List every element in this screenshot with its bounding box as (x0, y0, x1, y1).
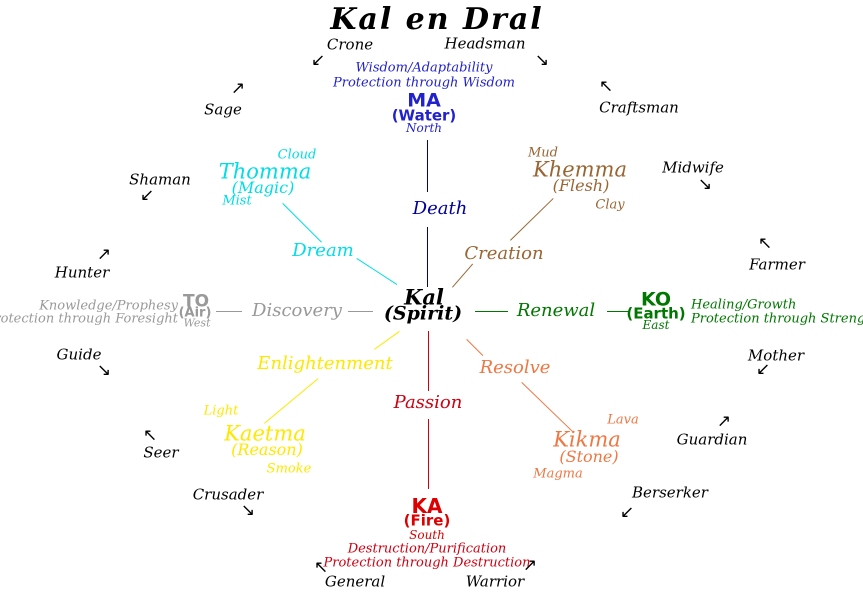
southeast-line-inner (466, 339, 484, 356)
page-title: Kal en Dral (330, 2, 544, 37)
south-protection: Protection through Destruction (323, 555, 531, 571)
profession-guardian: Guardian (676, 430, 748, 449)
south-element-type: (Fire) (403, 511, 451, 530)
northeast-lower-satellite: Clay (595, 197, 625, 213)
southeast-name: Kikma (553, 427, 621, 452)
northwest-name: Thomma (218, 159, 312, 184)
southwest-name: Kaetma (224, 421, 306, 446)
south-axis-line-upper (428, 331, 429, 391)
southwest-lower-satellite: Smoke (266, 461, 312, 477)
arrow-up-right-icon: ↗ (230, 78, 246, 99)
arrow-up-left-icon: ↖ (142, 425, 158, 446)
west-axis-line-outer (216, 311, 242, 312)
west-direction: West (183, 316, 211, 330)
arrow-down-right-icon: ↘ (240, 500, 256, 521)
southeast-lower-satellite: Magma (533, 466, 583, 482)
profession-seer: Seer (143, 443, 179, 462)
northeast-name: Khemma (533, 157, 627, 182)
west-element-type: (Air) (178, 305, 212, 321)
north-direction: North (405, 121, 443, 135)
profession-craftsman: Craftsman (599, 98, 679, 117)
south-path-label: Passion (393, 392, 463, 413)
northeast-element-type: (Flesh) (552, 176, 610, 195)
profession-sage: Sage (204, 100, 242, 119)
northwest-path-label: Dream (292, 240, 354, 261)
east-blessing: Healing/Growth (691, 297, 797, 313)
northeast-line-inner (452, 263, 474, 288)
west-path-label: Discovery (252, 300, 342, 321)
east-protection: Protection through Strength (691, 311, 863, 327)
southwest-element-type: (Reason) (231, 440, 303, 459)
northwest-line-inner (356, 258, 398, 285)
arrow-up-right-icon: ↗ (96, 244, 112, 265)
northwest-line-outer (282, 203, 322, 243)
profession-guide: Guide (56, 345, 102, 364)
arrow-up-left-icon: ↖ (598, 76, 614, 97)
profession-headsman: Headsman (444, 34, 526, 53)
east-path-label: Renewal (516, 300, 596, 321)
arrow-down-right-icon: ↘ (96, 360, 112, 381)
south-blessing: Destruction/Purification (347, 541, 507, 557)
arrow-up-right-icon: ↗ (716, 411, 732, 432)
northeast-line-outer (510, 198, 554, 241)
southeast-element-type: (Stone) (559, 447, 619, 466)
arrow-up-left-icon: ↖ (757, 233, 773, 254)
northwest-element-type: (Magic) (231, 178, 295, 197)
arrow-up-left-icon: ↖ (313, 557, 329, 578)
profession-warrior: Warrior (465, 572, 525, 591)
west-blessing: Knowledge/Prophesy (39, 298, 178, 314)
profession-farmer: Farmer (749, 255, 805, 274)
northwest-lower-satellite: Mist (222, 193, 252, 209)
arrow-up-right-icon: ↗ (522, 555, 538, 576)
profession-shaman: Shaman (129, 170, 191, 189)
center-node-aspect: (Spirit) (383, 302, 463, 325)
west-axis-line-inner (348, 311, 373, 312)
arrow-down-left-icon: ↙ (139, 185, 155, 206)
south-direction: South (409, 528, 445, 542)
northwest-upper-satellite: Cloud (277, 147, 317, 163)
profession-mother: Mother (747, 346, 805, 365)
profession-midwife: Midwife (662, 158, 724, 177)
profession-berserker: Berserker (632, 483, 708, 502)
southeast-path-label: Resolve (479, 357, 551, 378)
north-element-type: (Water) (391, 106, 457, 125)
north-axis-line-upper (427, 140, 428, 192)
arrow-down-left-icon: ↙ (755, 359, 771, 380)
profession-crusader: Crusader (192, 485, 264, 504)
east-axis-line-inner (475, 311, 508, 312)
south-axis-line-lower (428, 419, 429, 489)
southeast-upper-satellite: Lava (607, 412, 639, 428)
arrow-down-right-icon: ↘ (697, 174, 713, 195)
northeast-path-label: Creation (464, 243, 544, 264)
arrow-down-right-icon: ↘ (534, 50, 550, 71)
center-node-name: Kal (404, 284, 444, 310)
north-protection: Protection through Wisdom (333, 75, 515, 91)
southwest-line-outer (264, 378, 319, 424)
southeast-line-outer (521, 382, 574, 433)
north-axis-line-lower (427, 227, 428, 287)
west-element-name: TO (182, 291, 210, 312)
northeast-upper-satellite: Mud (527, 145, 559, 161)
southwest-line-inner (374, 330, 400, 350)
east-element-type: (Earth) (626, 304, 686, 323)
east-element-name: KO (640, 288, 672, 311)
profession-hunter: Hunter (54, 263, 110, 282)
west-protection: Protection through Foresight (0, 311, 178, 327)
southwest-path-label: Enlightenment (257, 353, 393, 374)
north-element-name: MA (407, 89, 441, 112)
arrow-down-left-icon: ↙ (310, 50, 326, 71)
east-direction: East (642, 318, 670, 332)
north-path-label: Death (412, 198, 468, 219)
south-element-name: KA (411, 494, 443, 518)
profession-crone: Crone (326, 35, 374, 54)
east-axis-line-outer (607, 311, 629, 312)
arrow-down-left-icon: ↙ (619, 502, 635, 523)
southwest-upper-satellite: Light (203, 403, 239, 419)
profession-general: General (324, 572, 386, 591)
north-blessing: Wisdom/Adaptability (355, 60, 493, 76)
